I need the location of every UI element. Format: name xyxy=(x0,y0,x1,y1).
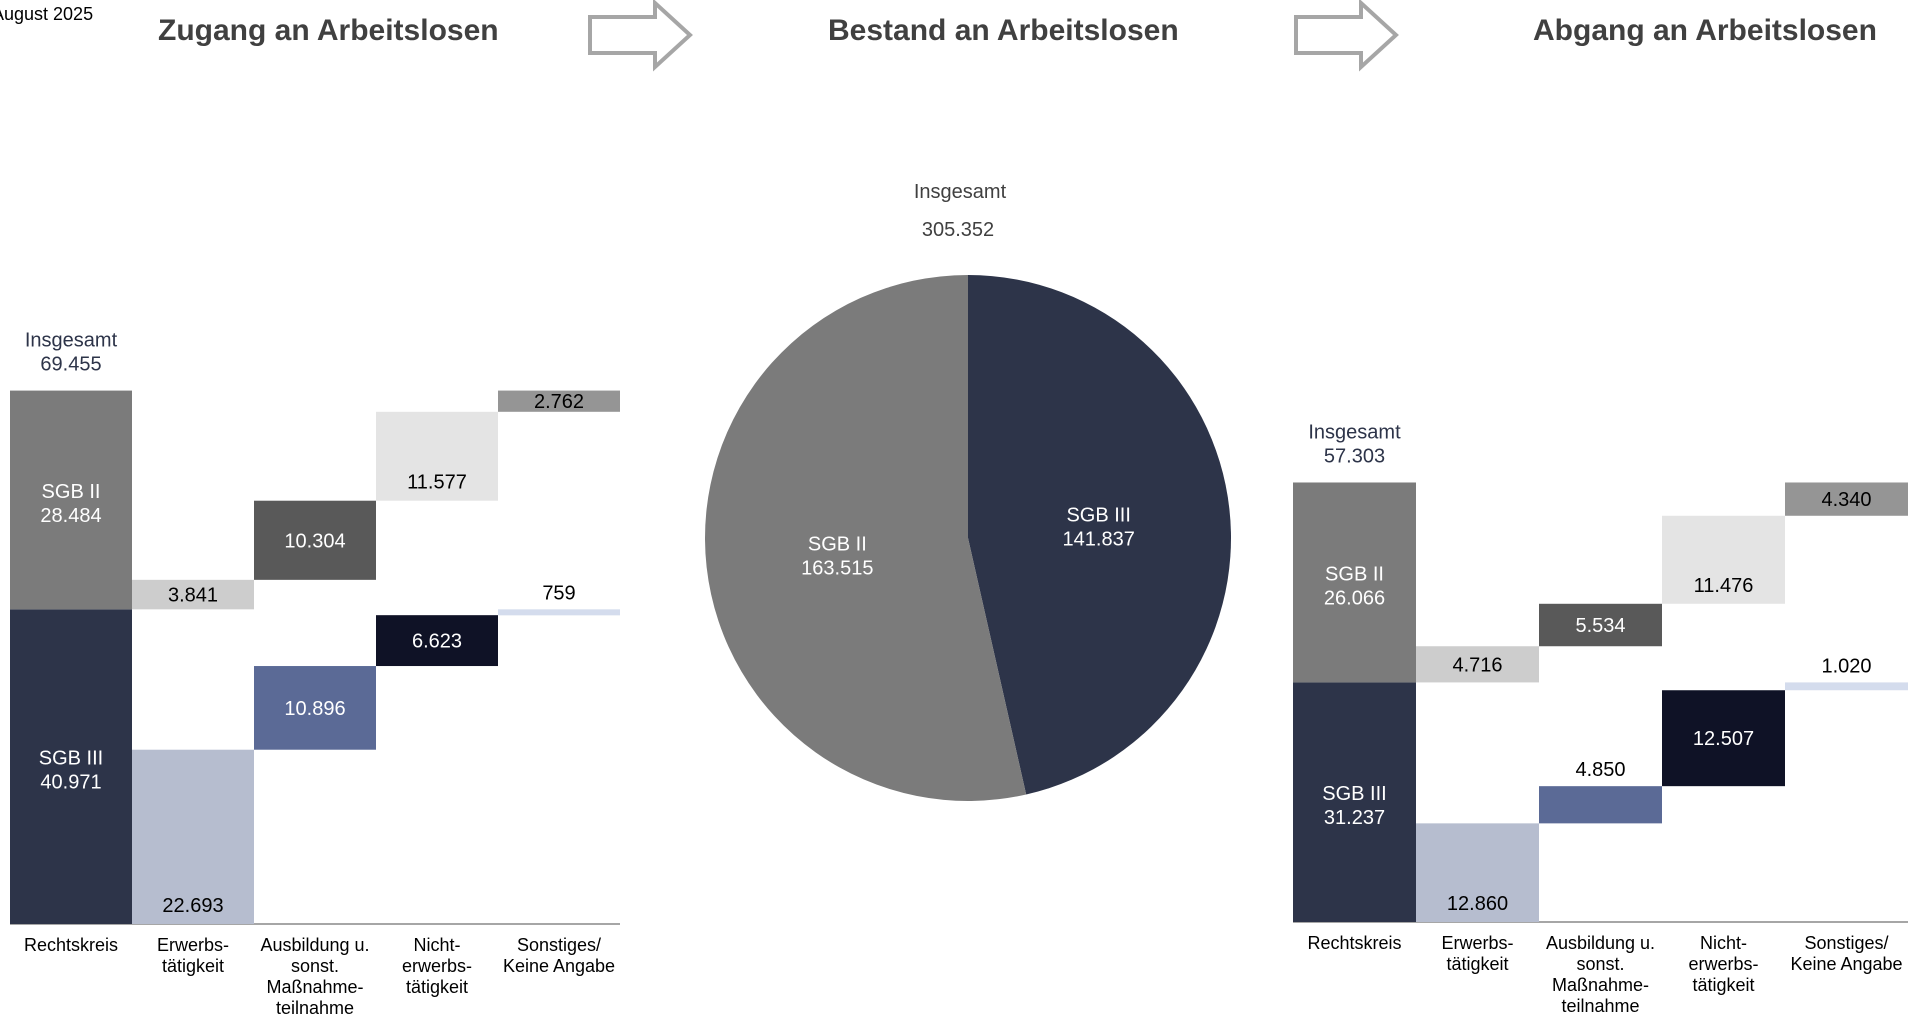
zugang-title: Zugang an Arbeitslosen xyxy=(158,14,499,47)
bar-sonstiges-sgb3 xyxy=(498,609,620,616)
x-tick-label-2: sonst. xyxy=(291,956,339,976)
bar-erwerb-sgb2 xyxy=(1416,646,1539,683)
bar-nichterwerb-sgb3 xyxy=(376,615,498,667)
x-tick-label-1: tätigkeit xyxy=(1446,954,1508,974)
bar-nichterwerb-sgb2 xyxy=(376,411,498,501)
data-label-ausbildung-sgb3: 4.850 xyxy=(1575,759,1625,781)
x-tick-label-0: Rechtskreis xyxy=(1307,933,1401,953)
bar-sonstiges-sgb2 xyxy=(498,390,620,412)
bar-ausbildung-sgb3 xyxy=(254,666,376,750)
x-tick-label-3: tätigkeit xyxy=(1692,975,1754,995)
bar-rechtskreis-sgb2 xyxy=(10,390,132,610)
x-tick-label-1: Erwerbs- xyxy=(1441,933,1513,953)
x-tick-label-4: Keine Angabe xyxy=(1790,954,1902,974)
data-label-sonstiges-sgb2: 2.762 xyxy=(534,391,584,413)
data-label-erwerb-sgb2: 3.841 xyxy=(168,585,218,607)
date-label: August 2025 xyxy=(0,4,94,24)
x-tick-label-2: teilnahme xyxy=(276,998,354,1015)
bar-rechtskreis-sgb3 xyxy=(10,609,132,924)
abgang-title: Abgang an Arbeitslosen xyxy=(1533,14,1877,47)
bar-erwerb-sgb2 xyxy=(132,579,254,610)
x-tick-label-4: Sonstiges/ xyxy=(1804,933,1888,953)
total-label: Insgesamt xyxy=(1308,421,1401,443)
pie-label-sgb3: SGB III xyxy=(1066,504,1130,526)
arrow-right-icon xyxy=(588,0,693,72)
data-label-rechtskreis-sgb2: SGB II xyxy=(1325,563,1384,585)
bar-erwerb-sgb3 xyxy=(132,749,254,924)
pie-total-value: 305.352 xyxy=(922,219,994,241)
x-tick-label-3: tätigkeit xyxy=(406,977,468,997)
data-label-rechtskreis-sgb2: 26.066 xyxy=(1324,587,1385,609)
x-tick-label-2: sonst. xyxy=(1576,954,1624,974)
x-tick-label-1: tätigkeit xyxy=(162,956,224,976)
x-tick-label-2: teilnahme xyxy=(1561,996,1639,1015)
bar-nichterwerb-sgb3 xyxy=(1662,690,1785,787)
x-tick-label-3: erwerbs- xyxy=(1688,954,1758,974)
data-label-erwerb-sgb2: 4.716 xyxy=(1452,654,1502,676)
pie-label-sgb3: 141.837 xyxy=(1063,528,1135,550)
data-label-erwerb-sgb3: 12.860 xyxy=(1447,893,1508,915)
x-tick-label-3: Nicht- xyxy=(1700,933,1747,953)
data-label-rechtskreis-sgb3: SGB III xyxy=(39,748,103,770)
data-label-rechtskreis-sgb2: 28.484 xyxy=(40,505,101,527)
bar-sonstiges-sgb3 xyxy=(1785,682,1908,691)
data-label-nichterwerb-sgb2: 11.476 xyxy=(1694,575,1754,597)
data-label-ausbildung-sgb2: 10.304 xyxy=(284,530,345,552)
pie-label-sgb2: 163.515 xyxy=(801,558,873,580)
pie-label-sgb2: SGB II xyxy=(808,534,867,556)
bar-nichterwerb-sgb2 xyxy=(1662,515,1785,604)
bar-erwerb-sgb3 xyxy=(1416,823,1539,922)
x-tick-label-3: Nicht- xyxy=(413,935,460,955)
data-label-rechtskreis-sgb2: SGB II xyxy=(42,481,101,503)
arrow-right-icon xyxy=(1294,0,1399,72)
x-tick-label-2: Maßnahme- xyxy=(266,977,363,997)
total-label: 69.455 xyxy=(40,354,101,376)
bar-sonstiges-sgb2 xyxy=(1785,482,1908,516)
data-label-rechtskreis-sgb3: 31.237 xyxy=(1324,807,1385,829)
total-label: Insgesamt xyxy=(25,330,118,352)
bar-ausbildung-sgb2 xyxy=(1539,603,1662,647)
x-tick-label-2: Maßnahme- xyxy=(1552,975,1649,995)
data-label-rechtskreis-sgb3: SGB III xyxy=(1322,783,1386,805)
x-tick-label-2: Ausbildung u. xyxy=(1546,933,1655,953)
x-tick-label-4: Sonstiges/ xyxy=(517,935,601,955)
data-label-sonstiges-sgb2: 4.340 xyxy=(1821,489,1871,511)
bar-rechtskreis-sgb2 xyxy=(1293,482,1416,683)
x-tick-label-3: erwerbs- xyxy=(402,956,472,976)
total-label: 57.303 xyxy=(1324,445,1385,467)
x-tick-label-1: Erwerbs- xyxy=(157,935,229,955)
bar-ausbildung-sgb2 xyxy=(254,500,376,580)
data-label-sonstiges-sgb3: 1.020 xyxy=(1821,655,1871,677)
data-label-erwerb-sgb3: 22.693 xyxy=(162,895,223,917)
pie-slice-sgb2 xyxy=(705,275,1027,801)
data-label-rechtskreis-sgb3: 40.971 xyxy=(40,772,101,794)
pie-slice-sgb3 xyxy=(968,275,1231,795)
data-label-ausbildung-sgb3: 10.896 xyxy=(284,698,345,720)
data-label-sonstiges-sgb3: 759 xyxy=(542,582,575,604)
data-label-nichterwerb-sgb3: 12.507 xyxy=(1693,728,1754,750)
data-label-nichterwerb-sgb3: 6.623 xyxy=(412,631,462,653)
x-tick-label-2: Ausbildung u. xyxy=(260,935,369,955)
data-label-ausbildung-sgb2: 5.534 xyxy=(1575,615,1625,637)
x-tick-label-4: Keine Angabe xyxy=(503,956,615,976)
bar-ausbildung-sgb3 xyxy=(1539,786,1662,824)
bar-rechtskreis-sgb3 xyxy=(1293,682,1416,922)
data-label-nichterwerb-sgb2: 11.577 xyxy=(407,472,467,494)
pie-total-label: Insgesamt xyxy=(914,181,1007,203)
bestand-title: Bestand an Arbeitslosen xyxy=(828,14,1179,47)
x-tick-label-0: Rechtskreis xyxy=(24,935,118,955)
